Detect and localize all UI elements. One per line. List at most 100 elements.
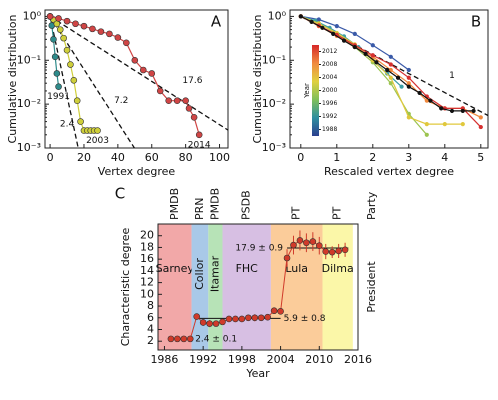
president-name: Sarney	[156, 262, 195, 275]
data-point	[264, 313, 271, 321]
data-point	[341, 246, 349, 254]
data-point	[67, 61, 74, 68]
data-point	[53, 70, 61, 77]
data-point	[335, 247, 342, 255]
x-tick-label: 40	[111, 151, 125, 164]
data-point	[257, 314, 265, 322]
data-point	[352, 44, 357, 50]
data-point	[245, 314, 252, 322]
colorbar-tick-label: 2000	[322, 87, 337, 94]
party-label: PT	[290, 206, 303, 220]
data-point	[50, 36, 57, 43]
data-point	[460, 108, 465, 114]
data-point	[56, 26, 64, 33]
data-point	[417, 90, 422, 96]
data-point	[341, 38, 347, 43]
colorbar-tick-label: 1996	[322, 100, 337, 107]
colorbar-tick-label: 2012	[322, 48, 337, 55]
y-tick-label: 10⁰	[268, 9, 287, 22]
data-point	[388, 62, 393, 67]
x-axis-label: Year	[245, 367, 270, 380]
data-point	[424, 122, 429, 127]
x-tick-label: 80	[179, 151, 193, 164]
y-axis-label: Cumulative distribution	[251, 14, 264, 143]
colorbar-label: Year	[303, 83, 311, 99]
series-line	[300, 15, 463, 125]
plot-area	[46, 13, 228, 148]
party-label: PT	[331, 206, 344, 220]
data-point	[316, 17, 321, 22]
x-tick-label: 1986	[150, 353, 178, 366]
y-tick-label: 10⁻²	[17, 97, 41, 110]
x-tick-label: 2010	[305, 353, 333, 366]
data-point	[406, 115, 411, 120]
data-point	[167, 335, 175, 343]
colorbar	[312, 45, 319, 136]
fit-label: 17.6	[182, 76, 202, 86]
data-point	[370, 43, 375, 48]
colorbar-tick-label: 2004	[322, 74, 337, 81]
data-point	[303, 239, 310, 247]
data-point	[97, 28, 105, 35]
y-tick-label: 10⁻³	[17, 141, 41, 154]
y-tick-label: 10⁻³	[262, 141, 286, 154]
x-tick-label: 100	[209, 151, 230, 164]
data-point	[478, 115, 483, 120]
data-point	[449, 108, 455, 114]
y-tick-label: 10⁰	[23, 9, 42, 22]
data-point	[320, 25, 325, 30]
data-point	[185, 105, 193, 112]
x-tick-label: 0	[47, 151, 54, 164]
fit-label: 1	[449, 71, 455, 81]
y-tick-label: 18	[140, 240, 154, 253]
party-label: PSDB	[240, 190, 253, 220]
plot-frame	[157, 223, 359, 351]
data-point	[173, 97, 181, 104]
plot-frame	[44, 9, 229, 149]
y-tick-label: 12	[140, 276, 154, 289]
plot-area	[298, 14, 488, 137]
y-tick-label: 10⁻²	[262, 97, 286, 110]
data-point	[363, 51, 368, 56]
data-point	[388, 75, 393, 80]
data-point	[131, 56, 139, 64]
data-point	[388, 81, 393, 86]
data-point	[442, 122, 447, 127]
data-point	[270, 307, 278, 315]
data-point	[471, 108, 476, 114]
data-point	[165, 97, 172, 104]
y-tick-label: 10	[140, 287, 154, 300]
data-point	[388, 54, 393, 59]
x-tick-label: 2	[369, 151, 376, 164]
data-point	[395, 75, 401, 80]
top-axis-label: Party	[365, 191, 378, 220]
data-point	[424, 132, 429, 137]
right-axis-label: President	[365, 261, 378, 313]
data-point	[232, 315, 239, 323]
data-point	[186, 335, 194, 343]
data-point	[478, 124, 483, 130]
x-axis-label: Vertex degree	[98, 165, 176, 178]
colorbar-tick-label: 1988	[322, 126, 337, 133]
president-region	[222, 224, 271, 350]
y-tick-label: 10⁻¹	[17, 53, 41, 66]
colorbar-tick-label: 2008	[322, 61, 337, 68]
party-label: PRN	[193, 197, 206, 220]
x-tick-label: 1	[333, 151, 340, 164]
fit-label: 7.2	[114, 96, 128, 106]
x-tick-label: 1992	[189, 353, 217, 366]
data-point	[55, 15, 62, 22]
y-tick-label: 16	[140, 252, 154, 265]
x-tick-label: 20	[77, 151, 91, 164]
plot-frame	[289, 9, 489, 149]
data-point	[63, 46, 71, 54]
data-point	[334, 24, 339, 29]
data-point	[94, 127, 101, 134]
level-label: 5.9 ± 0.8	[284, 314, 326, 324]
data-point	[180, 335, 188, 343]
data-point	[406, 75, 411, 80]
x-tick-label: 3	[405, 151, 412, 164]
data-point	[309, 19, 314, 24]
data-point	[106, 30, 113, 38]
plot-area	[167, 230, 349, 343]
